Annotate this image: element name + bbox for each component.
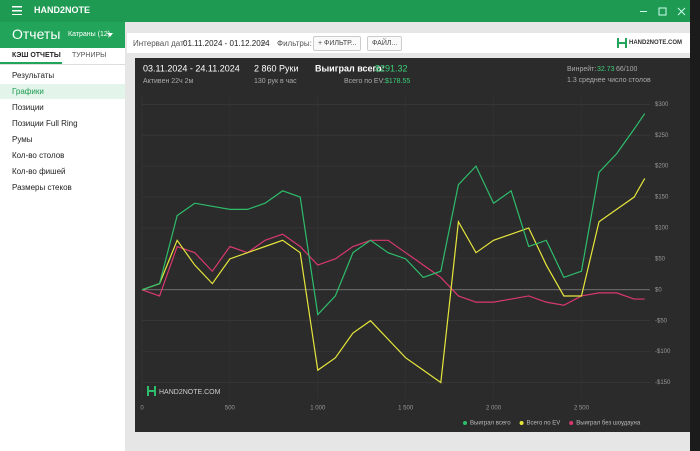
y-tick-label: $50	[655, 256, 666, 262]
file-button[interactable]: ФАЙЛ...	[367, 36, 403, 51]
y-tick-label: $200	[655, 164, 669, 170]
x-tick-label: 0	[140, 406, 144, 412]
x-tick-label: 1 500	[398, 406, 414, 412]
toolbar: Интервал дат: 01.11.2024 - 01.12.2024 Фи…	[127, 33, 690, 53]
app-title: HAND2NOTE	[34, 5, 91, 15]
y-tick-label: -$100	[655, 349, 671, 355]
y-tick-label: -$150	[655, 380, 671, 386]
won-label: Выиграл всего:	[315, 63, 385, 73]
menu-item[interactable]: Румы	[12, 135, 33, 144]
legend-marker	[463, 421, 467, 425]
menu-item[interactable]: Позиции	[12, 103, 44, 112]
menu-item[interactable]: Результаты	[12, 71, 55, 80]
period: 03.11.2024 - 24.11.2024	[143, 63, 240, 73]
ev-label: Всего по EV:	[344, 78, 385, 85]
logo: HAND2NOTE.COM	[629, 40, 683, 46]
chart: 03.11.2024 - 24.11.2024 Активен 22ч 2м 2…	[140, 63, 671, 427]
window-controls[interactable]	[640, 7, 686, 16]
title-bar: HAND2NOTE	[0, 0, 690, 22]
watermark-icon	[147, 386, 156, 396]
legend-label: Всего по EV	[527, 421, 561, 427]
x-tick-label: 2 000	[486, 406, 502, 412]
tab[interactable]: КЭШ ОТЧЕТЫ	[12, 52, 61, 59]
winrate-label: Винрейт:	[567, 65, 596, 73]
y-tick-label: $0	[655, 287, 662, 293]
won: $291.32	[375, 63, 408, 73]
hands: 2 860 Руки	[254, 63, 299, 73]
header-title: Отчеты	[12, 26, 61, 42]
tab[interactable]: ТУРНИРЫ	[72, 52, 107, 59]
menu-item[interactable]: Кол-во фишей	[12, 167, 66, 176]
legend-marker	[519, 421, 524, 425]
tab-indicator	[0, 62, 62, 64]
avg-tables: 1.3 среднее число столов	[567, 77, 651, 84]
menu-item[interactable]: Размеры стеков	[12, 183, 72, 192]
filters-label: Фильтры:	[277, 39, 312, 48]
y-tick-label: $150	[655, 195, 669, 201]
active-time: Активен 22ч 2м	[143, 78, 194, 85]
room-dropdown[interactable]: Катраны (12)	[68, 31, 111, 38]
logo-icon	[617, 38, 627, 48]
hands-per-hour: 130 рук в час	[254, 78, 297, 85]
x-tick-label: 1 000	[310, 406, 326, 412]
x-tick-label: 500	[225, 406, 236, 412]
header: Отчеты Катраны (12)	[0, 22, 125, 48]
watermark: HAND2NOTE.COM	[159, 389, 221, 396]
y-tick-label: $300	[655, 102, 669, 108]
series-line	[141, 113, 646, 316]
series-line	[141, 233, 645, 306]
date-label: Интервал дат:	[133, 39, 186, 48]
legend-marker	[569, 421, 574, 425]
dropdown-arrow	[107, 33, 113, 37]
ev: $178.55	[385, 78, 410, 85]
legend-label: Выиграл всего	[470, 421, 511, 427]
divider	[0, 64, 125, 65]
filter-button[interactable]: + ФИЛЬТР...	[313, 36, 362, 51]
menu-item[interactable]: Позиции Full Ring	[12, 119, 78, 128]
dropdown-arrow	[261, 42, 266, 45]
sidebar: КЭШ ОТЧЕТЫ ТУРНИРЫ Результаты Графики Пози…	[0, 48, 125, 451]
date-range[interactable]: 01.11.2024 - 01.12.2024	[183, 39, 270, 48]
y-tick-label: $100	[655, 226, 669, 232]
menu-item[interactable]: Кол-во столов	[12, 151, 65, 160]
series-line	[141, 178, 646, 384]
y-tick-label: $250	[655, 133, 669, 139]
chart-panel: 03.11.2024 - 24.11.2024 Активен 22ч 2м 2…	[135, 58, 690, 432]
menu-icon[interactable]	[12, 6, 22, 15]
winrate: 32.73	[597, 66, 615, 73]
menu-item[interactable]: Графики	[0, 84, 125, 99]
winrate-unit: 66/100	[616, 66, 638, 73]
y-tick-label: -$50	[655, 318, 668, 324]
legend-label: Выиграл без шоудауна	[576, 421, 641, 427]
x-tick-label: 2 500	[574, 406, 590, 412]
